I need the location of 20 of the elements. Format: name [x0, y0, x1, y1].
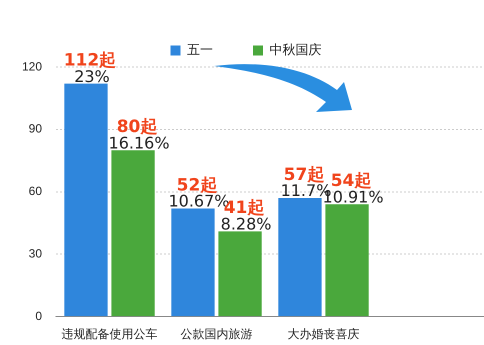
- legend-label: 中秋国庆: [270, 42, 322, 58]
- legend-label: 五一: [187, 42, 213, 58]
- y-tick-label: 60: [28, 184, 42, 198]
- bar: [325, 204, 369, 316]
- x-tick-label: 大办婚丧喜庆: [288, 327, 360, 342]
- y-tick-label: 0: [35, 308, 42, 323]
- data-label: 57起: [284, 164, 324, 185]
- data-label: 80起: [116, 117, 158, 138]
- x-tick-label: 公款国内旅游: [180, 327, 253, 342]
- bar: [111, 150, 155, 316]
- y-tick-label: 120: [22, 59, 42, 74]
- y-tick-label: 30: [28, 246, 42, 261]
- data-label: 54起: [330, 171, 372, 192]
- y-tick-label: 90: [28, 122, 42, 136]
- bar: [64, 84, 108, 316]
- bar: [218, 231, 262, 316]
- bar: [171, 208, 215, 316]
- x-tick-label: 违规配备使用公车: [62, 327, 158, 342]
- bar: [278, 198, 322, 316]
- data-label: 52起: [176, 175, 218, 196]
